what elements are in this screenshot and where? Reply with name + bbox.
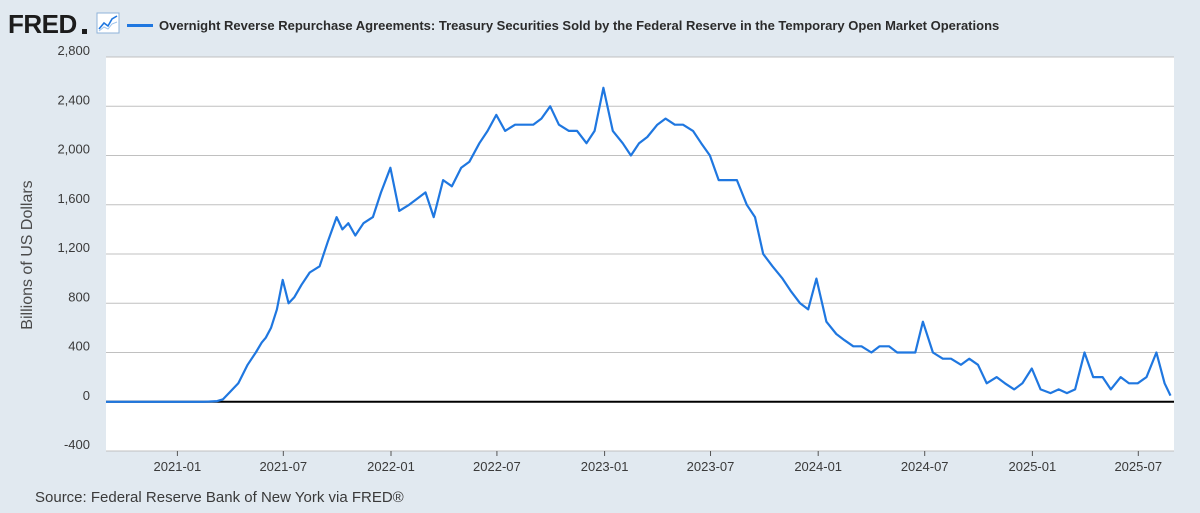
x-tick-label: 2024-01 (794, 459, 842, 474)
y-tick-label: -400 (64, 437, 90, 452)
y-tick-label: 0 (83, 388, 90, 403)
logo-dot (82, 29, 87, 34)
x-tick-label: 2022-01 (367, 459, 415, 474)
x-tick-label: 2021-07 (259, 459, 307, 474)
y-tick-label: 800 (68, 289, 90, 304)
y-tick-label: 1,600 (57, 191, 90, 206)
y-tick-label: 2,800 (57, 43, 90, 58)
legend: Overnight Reverse Repurchase Agreements:… (127, 18, 999, 33)
y-axis-label: Billions of US Dollars (19, 180, 36, 330)
y-tick-labels: -400 0 400 800 1,200 1,600 2,000 2,400 2,800 (57, 43, 90, 452)
y-tick-label: 400 (68, 339, 90, 354)
legend-swatch (127, 24, 153, 27)
chart-svg: -400 0 400 800 1,200 1,600 2,000 2,400 2,800 202… (57, 43, 1174, 474)
fred-logo[interactable]: FRED (8, 9, 77, 39)
y-tick-label: 2,400 (57, 92, 90, 107)
legend-label: Overnight Reverse Repurchase Agreements:… (159, 18, 1000, 33)
x-tick-label: 2023-07 (687, 459, 735, 474)
x-tick-label: 2025-07 (1114, 459, 1162, 474)
x-tick-label: 2021-01 (154, 459, 202, 474)
line-chart-icon (96, 12, 120, 34)
series-line (106, 86, 1172, 403)
x-tick-label: 2025-01 (1009, 459, 1057, 474)
x-tick-label: 2022-07 (473, 459, 521, 474)
y-tick-label: 2,000 (57, 142, 90, 157)
chart-header: FRED Overnight Reverse Repurchase Agreem… (0, 0, 1200, 50)
x-tick-label: 2024-07 (901, 459, 949, 474)
source-note: Source: Federal Reserve Bank of New York… (35, 489, 404, 506)
y-tick-label: 1,200 (57, 240, 90, 255)
x-tick-labels: 2021-01 2021-07 2022-01 2022-07 2023-01 2023-… (154, 451, 1162, 474)
x-tick-label: 2023-01 (581, 459, 629, 474)
grid-layer (106, 56, 1174, 452)
